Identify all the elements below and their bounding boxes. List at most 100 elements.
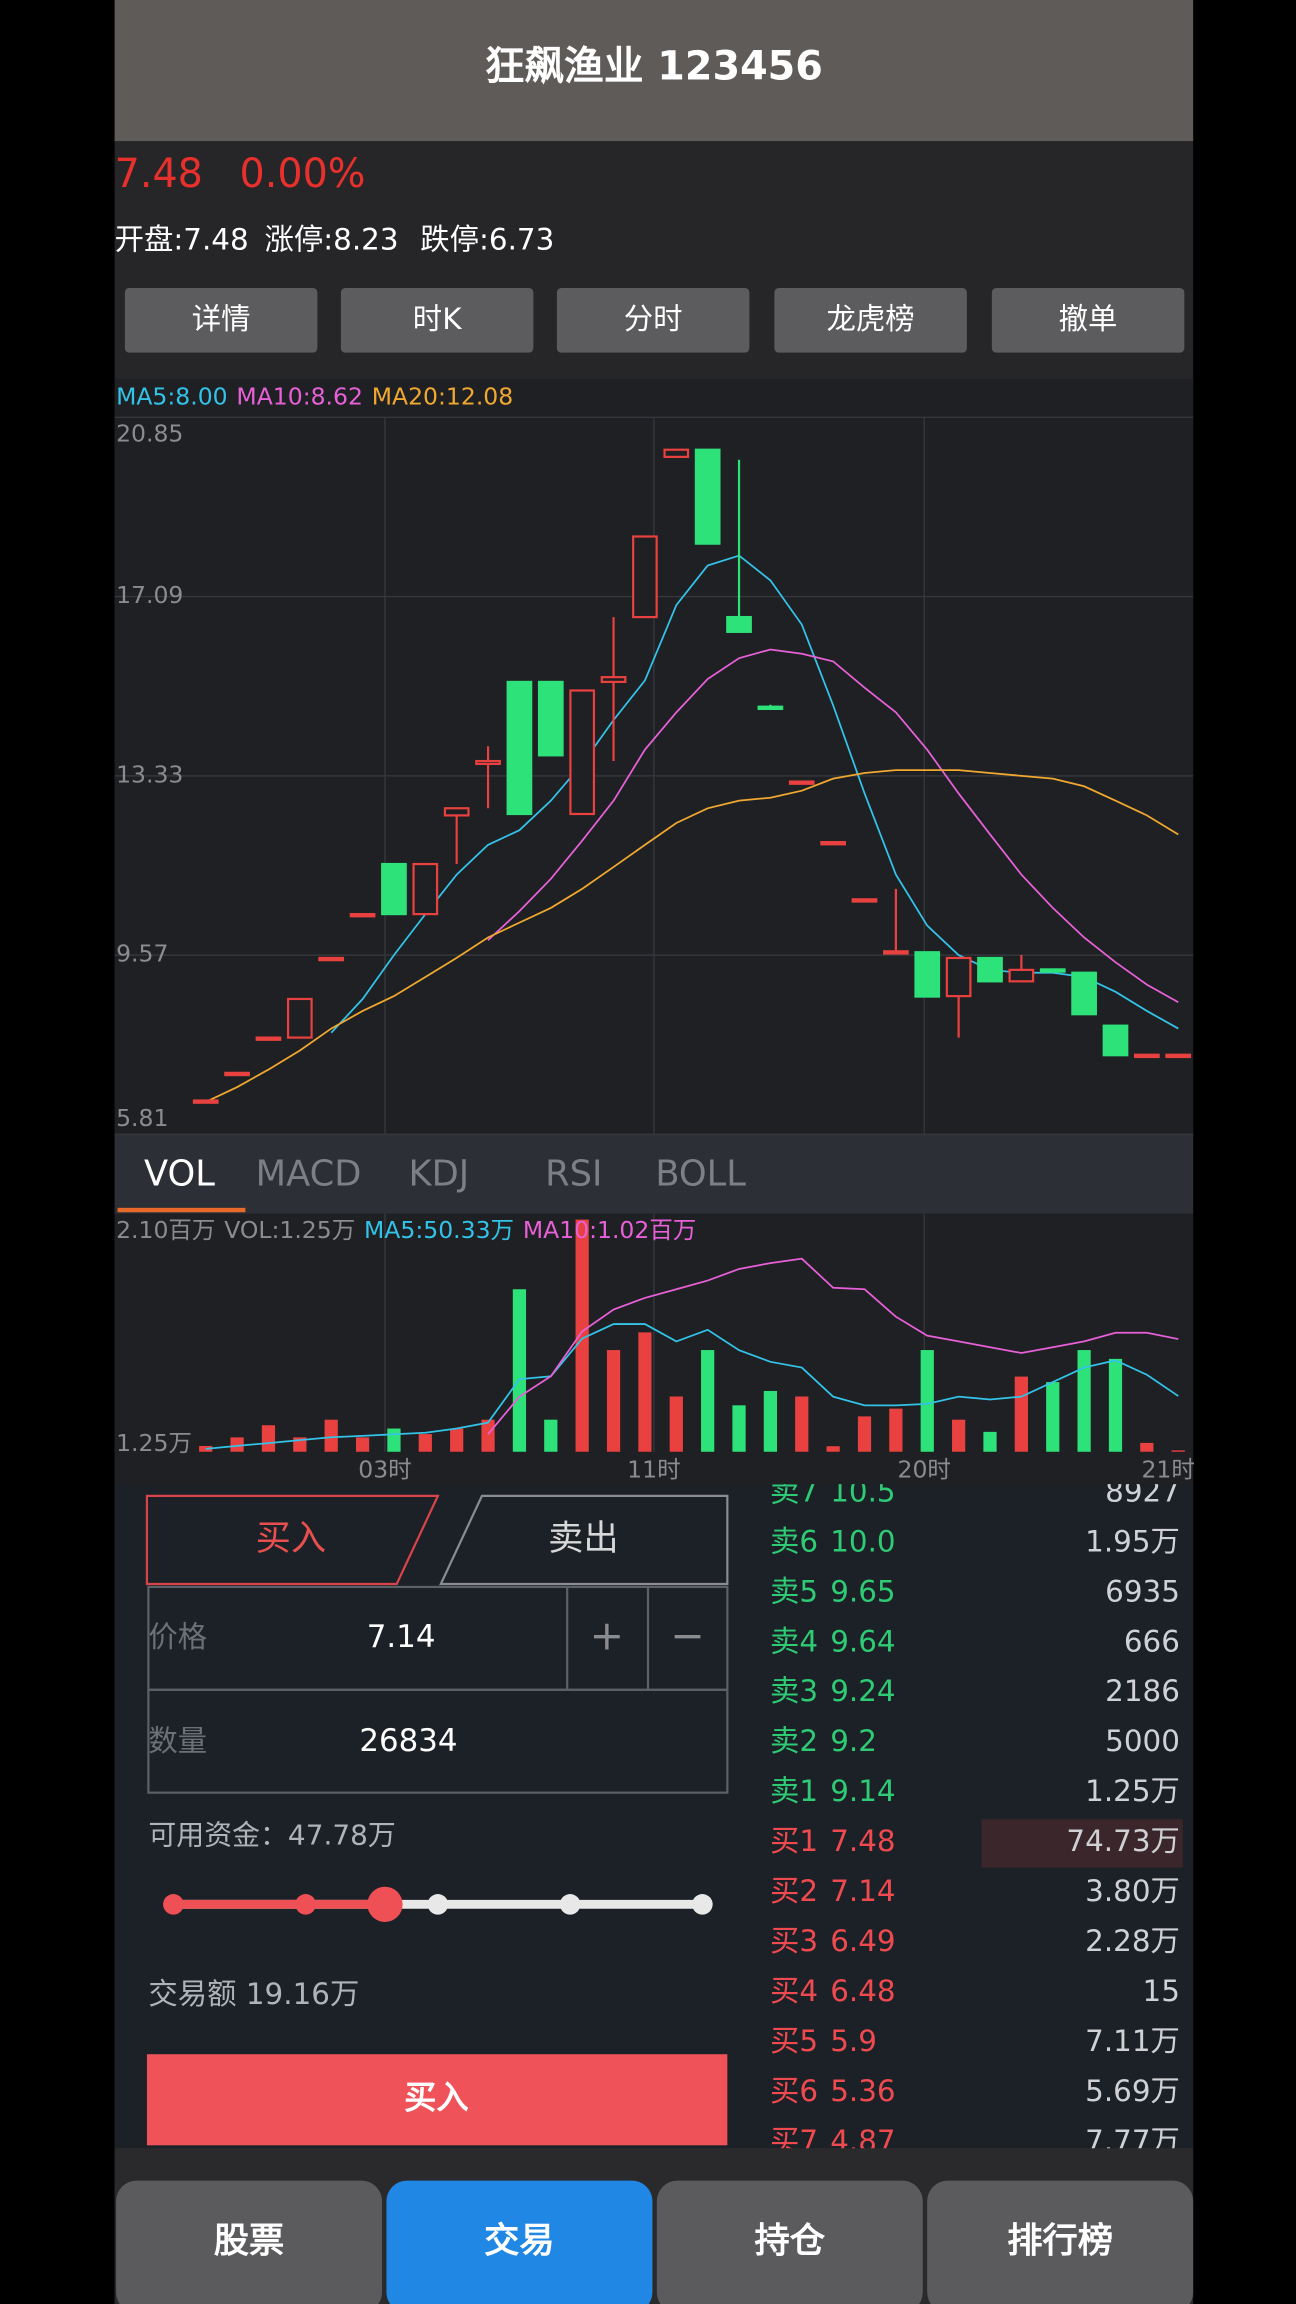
slider-knob[interactable] [367,1886,403,1922]
book-price: 7.48 [830,1824,895,1858]
action-button[interactable] [774,288,967,353]
book-price: 6.48 [830,1974,895,2008]
volume-bar [261,1425,276,1452]
candle-body [443,807,470,817]
book-level: 卖3 [770,1674,818,1708]
ma-legend: MA20:12.08 [372,383,513,411]
book-volume: 74.73万 [1066,1824,1179,1858]
slider-stop [295,1894,316,1915]
nav-tab[interactable] [386,2180,653,2304]
indicator-tab-bar [114,1134,1194,1214]
candle-body [663,448,690,458]
nav-label: 交易 [484,2220,554,2261]
minus-button[interactable]: − [670,1611,704,1659]
candle-body [788,780,815,785]
ma-line [487,648,1179,1004]
nav-tab[interactable] [656,2180,923,2304]
candle-body [914,951,941,998]
y-tick-label: 20.85 [116,419,183,447]
nav-tab[interactable] [927,2180,1194,2304]
volume-bar [952,1419,966,1452]
y-tick-label: 13.33 [116,760,183,788]
candle-body [475,759,501,766]
submit-button[interactable] [146,2054,728,2146]
volume-bar [638,1332,652,1452]
candle-body [286,997,313,1039]
plus-button[interactable]: + [590,1611,624,1659]
book-volume: 15 [1143,1974,1180,2008]
action-button[interactable] [124,288,318,353]
header-bar [114,0,1194,142]
volume-bar [1171,1450,1185,1452]
action-button[interactable] [340,288,534,353]
book-price: 10.0 [830,1524,895,1558]
volume-max-label: 2.10百万 [116,1216,215,1244]
candle-body [1008,968,1035,983]
action-label: 分时 [624,302,683,336]
volume-bar [512,1289,527,1452]
candle-body [1165,1053,1192,1059]
candle-body [945,956,972,998]
book-level: 卖2 [770,1724,818,1758]
nav-label: 股票 [214,2220,285,2261]
volume-bar [544,1419,558,1452]
trade-panel [114,1484,1194,2149]
volume-bar [324,1419,338,1452]
nav-label: 排行榜 [1007,2220,1113,2261]
candle-body [318,956,345,962]
candle-body [192,1099,219,1104]
book-level: 买2 [770,1874,818,1908]
volume-bar [1140,1442,1154,1452]
candle-body [883,950,909,955]
book-level: 卖5 [770,1574,818,1608]
volume-bar [1108,1358,1123,1452]
indicator-tab[interactable]: KDJ [408,1154,469,1195]
candle-body [1039,968,1066,973]
book-level: 买7 [770,2124,818,2158]
book-volume: 1.25万 [1085,1774,1180,1808]
book-price: 9.64 [830,1624,895,1658]
candle-body [537,680,564,757]
candle-body [694,448,721,545]
time-label: 20时 [898,1455,951,1483]
book-level: 买4 [770,1974,818,2008]
volume-bar [575,1219,589,1452]
ma-legend: MA5:8.00 [116,383,228,411]
candle-body [381,862,407,916]
book-price: 4.87 [830,2124,895,2158]
buy-tab[interactable] [145,1494,440,1586]
sell-tab[interactable] [439,1494,729,1586]
volume-ma-legend: MA10:1.02百万 [523,1216,697,1244]
candle-body [851,898,878,903]
ma-legend: MA10:8.62 [236,383,362,411]
action-button[interactable] [991,288,1185,353]
indicator-tab[interactable]: BOLL [655,1154,746,1195]
volume-ma-line [487,1257,1179,1435]
volume-bar [889,1408,903,1452]
volume-ma-legend: MA5:50.33万 [364,1216,514,1244]
open-price: 开盘:7.48 [115,222,249,256]
volume-bar [826,1446,840,1452]
candle-body [632,535,658,619]
volume-bar [732,1405,746,1452]
volume-bar [481,1419,495,1452]
ma-line [330,554,1179,1034]
action-label: 详情 [192,302,251,336]
nav-tab[interactable] [116,2180,383,2304]
action-button[interactable] [556,288,750,353]
quantity-input[interactable] [147,1688,729,1794]
volume-bar [450,1428,464,1452]
page-title: 狂飙渔业 123456 [485,44,823,90]
indicator-tab[interactable]: RSI [545,1154,602,1195]
indicator-tab[interactable]: VOL [144,1154,215,1195]
time-label: 11时 [627,1455,680,1483]
trade-amount: 交易额 19.16万 [148,1977,359,2011]
volume-bar [1046,1382,1060,1452]
limit-down: 跌停:6.73 [420,222,554,256]
book-level: 卖6 [770,1524,818,1558]
change-percent: 0.00% [240,151,366,197]
indicator-tab[interactable]: MACD [256,1154,362,1195]
